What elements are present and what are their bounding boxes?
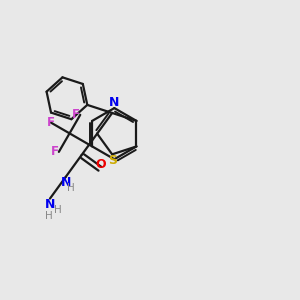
Text: N: N bbox=[109, 96, 119, 109]
Text: N: N bbox=[45, 198, 55, 211]
Text: H: H bbox=[67, 183, 75, 193]
Text: F: F bbox=[47, 116, 55, 129]
Text: H: H bbox=[53, 205, 61, 215]
Text: N: N bbox=[61, 176, 71, 189]
Text: S: S bbox=[108, 154, 117, 167]
Text: H: H bbox=[45, 211, 52, 221]
Text: F: F bbox=[50, 146, 59, 158]
Text: O: O bbox=[96, 158, 106, 171]
Text: F: F bbox=[72, 108, 80, 121]
